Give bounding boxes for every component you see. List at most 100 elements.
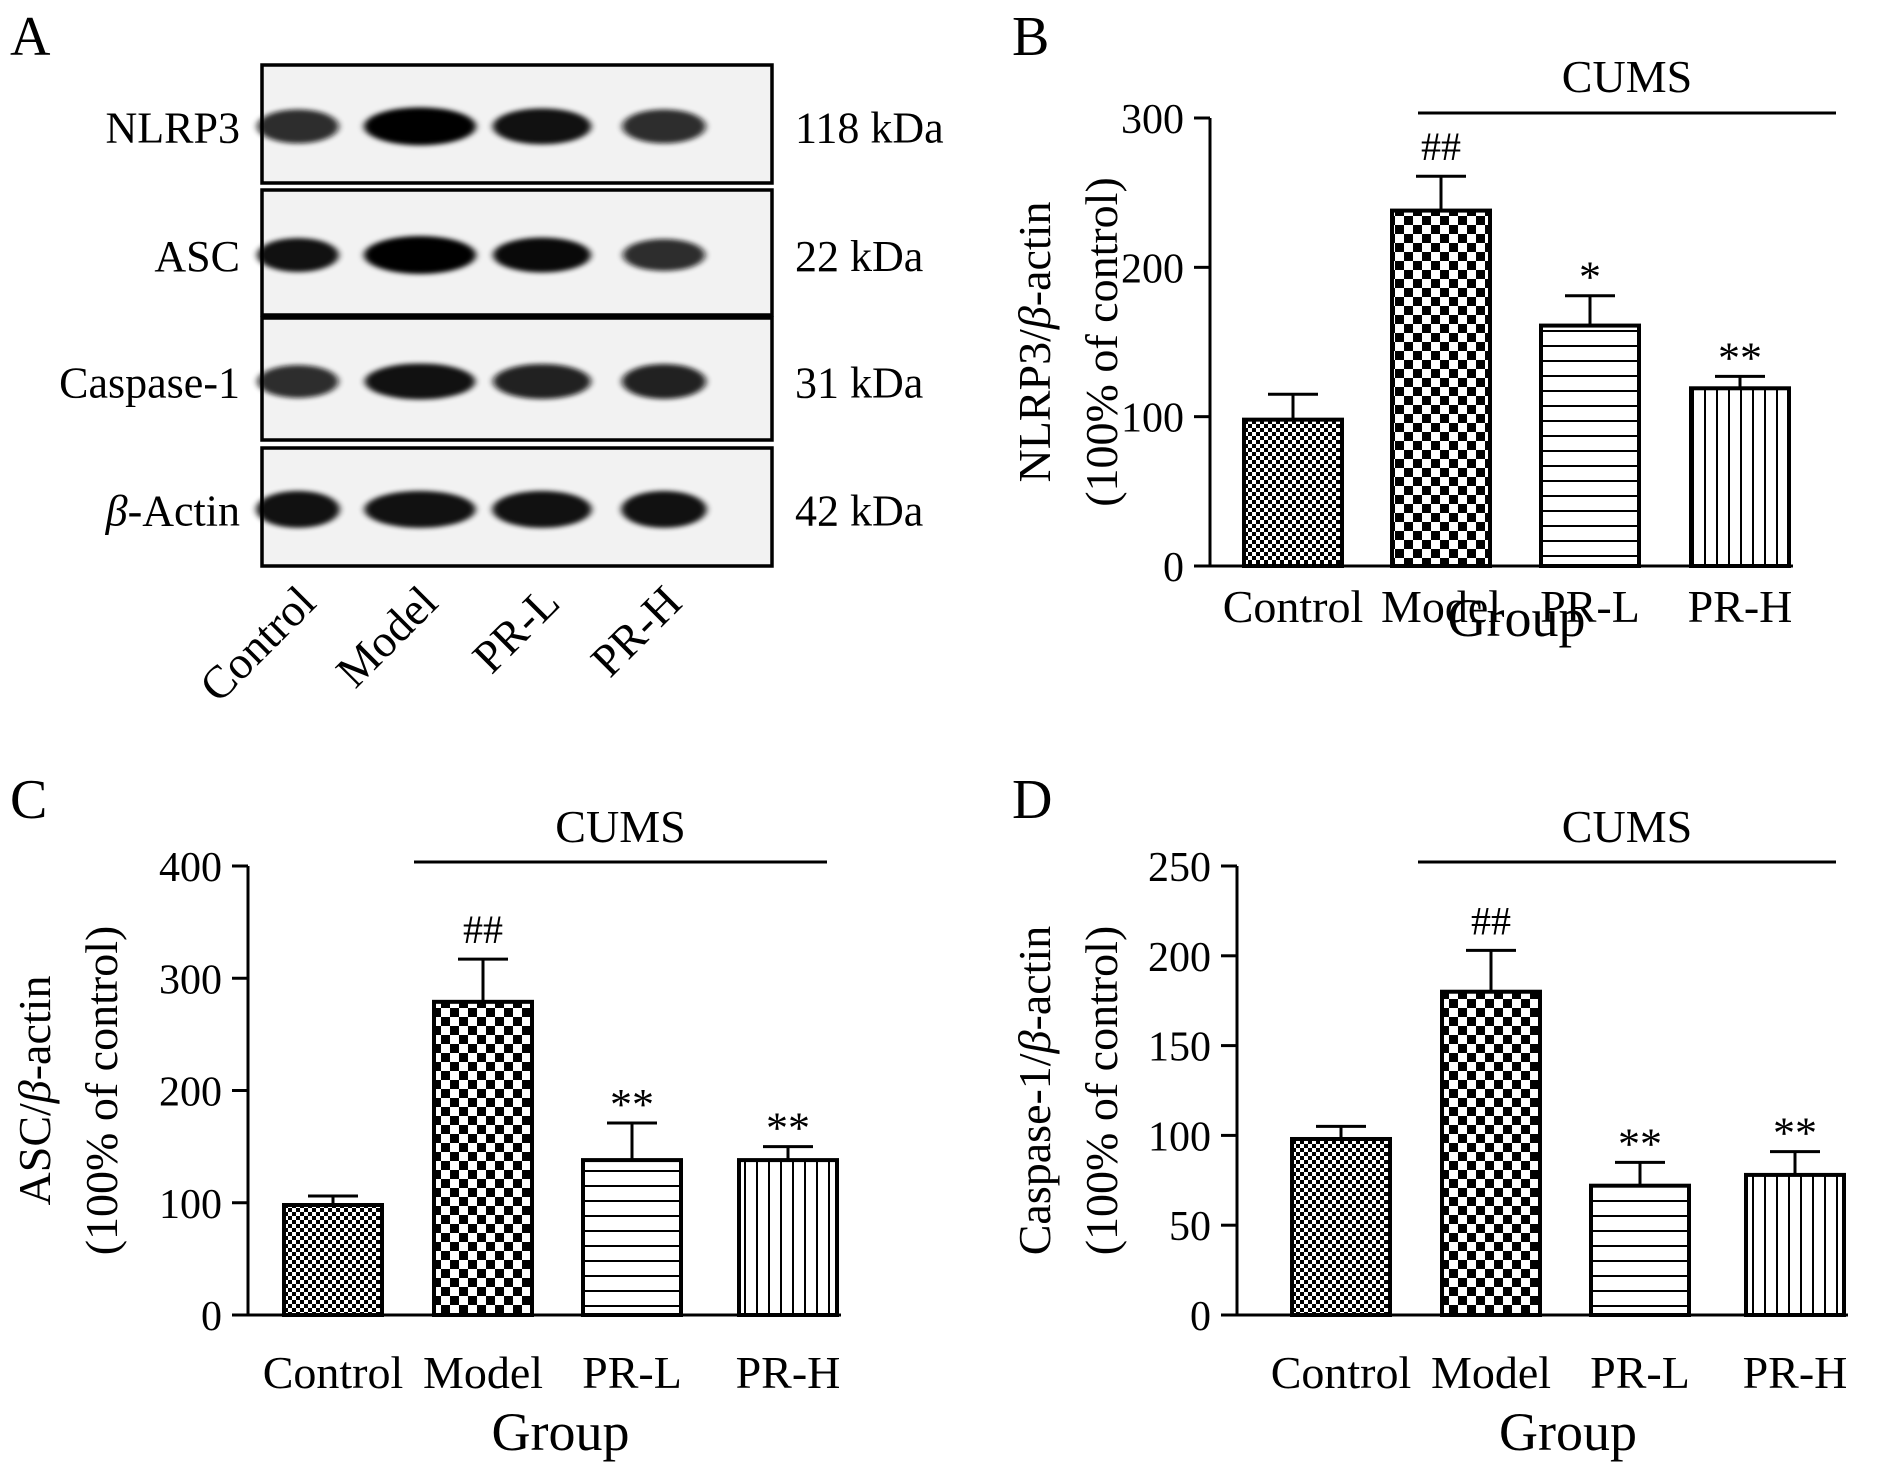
cums-label: CUMS [555,801,685,852]
y-axis-label-line2: (100% of control) [76,926,127,1256]
y-tick-label: 0 [1190,1294,1211,1340]
y-tick-label: 50 [1169,1204,1211,1250]
blot-band [493,237,591,273]
y-tick-label: 150 [1148,1025,1211,1071]
x-axis-label: Group [1448,588,1586,648]
blot-band [364,363,476,400]
blot-band [622,239,706,271]
y-axis-label-italic: β [1009,1030,1060,1054]
bar-pr-h [737,1158,839,1317]
y-axis-label-prefix: ASC/ [9,1103,60,1205]
x-tick-label-control: Control [1271,1347,1412,1398]
bar-pr-l [1589,1183,1691,1317]
y-tick-label: 100 [1148,1114,1211,1160]
y-tick-label: 0 [1163,545,1184,591]
blot-label: β-Actin [105,486,240,535]
x-tick-label-model: Model [1381,581,1501,632]
blot-frame [260,316,774,442]
blot-band [492,108,592,145]
significance-label-pr-l: ** [610,1080,654,1129]
y-axis-label-line2: (100% of control) [1076,926,1127,1256]
y-axis-label: ASC/β-actin [9,976,60,1206]
blot-band [364,236,476,274]
x-tick-label-control: Control [263,1347,404,1398]
blot-kda-label: 22 kDa [795,232,923,281]
bar-pr-l [581,1158,683,1317]
blot-label-text: Caspase-1 [59,358,240,407]
y-axis-label-suffix: -actin [1009,201,1060,306]
blot-row-actin: β-Actin 42 kDa [105,446,923,568]
y-axis-label-suffix: -actin [1009,926,1060,1031]
panel-d-chart: D CUMS 0 50 100 150 200 250 Caspase-1/β-actin (10… [1009,769,1848,1462]
lane-label-control: Control [190,576,325,711]
cums-label: CUMS [1562,801,1692,852]
cums-label: CUMS [1562,51,1692,102]
bar-pr-l [1539,323,1641,568]
panel-d-letter: D [1012,769,1052,831]
y-axis-label: NLRP3/β-actin [1009,201,1060,482]
lane-label-pr-l: PR-L [463,576,570,683]
y-axis-label: Caspase-1/β-actin [1009,926,1060,1255]
lane-label-model: Model [326,576,447,697]
blot-band [621,490,707,528]
blot-band [364,490,476,528]
y-tick-label: 250 [1148,845,1211,891]
bar-control [1290,1136,1392,1317]
y-axis-label-italic: β [9,1080,60,1104]
blot-band [492,490,592,528]
blot-band [257,364,339,398]
y-tick-label: 200 [1148,935,1211,981]
blot-row-nlrp3: NLRP3 118 kDa [106,63,944,185]
significance-label-model: ## [463,907,503,952]
y-axis-label-line2: (100% of control) [1076,177,1127,507]
significance-label-pr-l: ** [1618,1119,1662,1168]
blot-frame [260,188,774,317]
bar-pr-h [1744,1172,1846,1317]
bar-model [432,999,534,1317]
significance-label-pr-l: * [1579,253,1601,302]
blot-label-italic: β [105,486,128,535]
x-tick-label-pr-l: PR-L [1540,581,1640,632]
y-axis-label-prefix: Caspase-1/ [1009,1053,1060,1255]
blot-band [364,107,476,146]
significance-label-pr-h: ** [1773,1109,1817,1158]
blot-band [256,490,340,528]
blot-row-asc: ASC 22 kDa [154,188,923,317]
blot-label-text: ASC [154,232,240,281]
panel-c-chart: C CUMS 0 100 200 300 400 ASC/β-actin (100% of co… [9,769,841,1462]
blot-label: NLRP3 [106,103,240,152]
blot-band [621,363,707,399]
bar-control [282,1202,384,1317]
blot-band [622,109,706,144]
y-axis-label-prefix: NLRP3/ [1009,329,1060,483]
y-tick-label: 0 [201,1294,222,1340]
significance-label-model: ## [1421,124,1461,169]
blot-band [257,238,339,272]
blot-label-text: NLRP3 [106,103,240,152]
x-tick-label-pr-l: PR-L [582,1347,682,1398]
blot-kda-label: 31 kDa [795,358,923,407]
significance-label-pr-h: ** [766,1104,810,1153]
blot-row-caspase-1: Caspase-1 31 kDa [59,316,923,442]
significance-label-pr-h: ** [1718,333,1762,382]
x-tick-label-control: Control [1223,581,1364,632]
blot-band [493,363,591,399]
panel-b-letter: B [1012,6,1049,68]
lane-label-pr-h: PR-H [581,576,691,686]
panel-a: A NLRP3 118 kDa ASC 22 kDa Caspase-1 31 kDa β-… [10,6,944,711]
y-tick-label: 400 [159,845,222,891]
x-axis-label: Group [1499,1402,1637,1462]
y-axis-label-suffix: -actin [9,976,60,1081]
panel-b-chart: B CUMS 0 100 200 300 NLRP3/β-actin (100% of con… [1009,6,1836,648]
blot-band [257,109,339,144]
y-tick-label: 300 [1121,97,1184,143]
y-tick-label: 100 [1121,396,1184,442]
x-tick-label-model: Model [1431,1347,1551,1398]
blot-label: Caspase-1 [59,358,240,407]
x-tick-label-model: Model [423,1347,543,1398]
significance-label-model: ## [1471,898,1511,943]
blot-frame [260,446,774,568]
blot-label-text: -Actin [128,486,240,535]
bar-model [1440,989,1542,1317]
blot-label: ASC [154,232,240,281]
